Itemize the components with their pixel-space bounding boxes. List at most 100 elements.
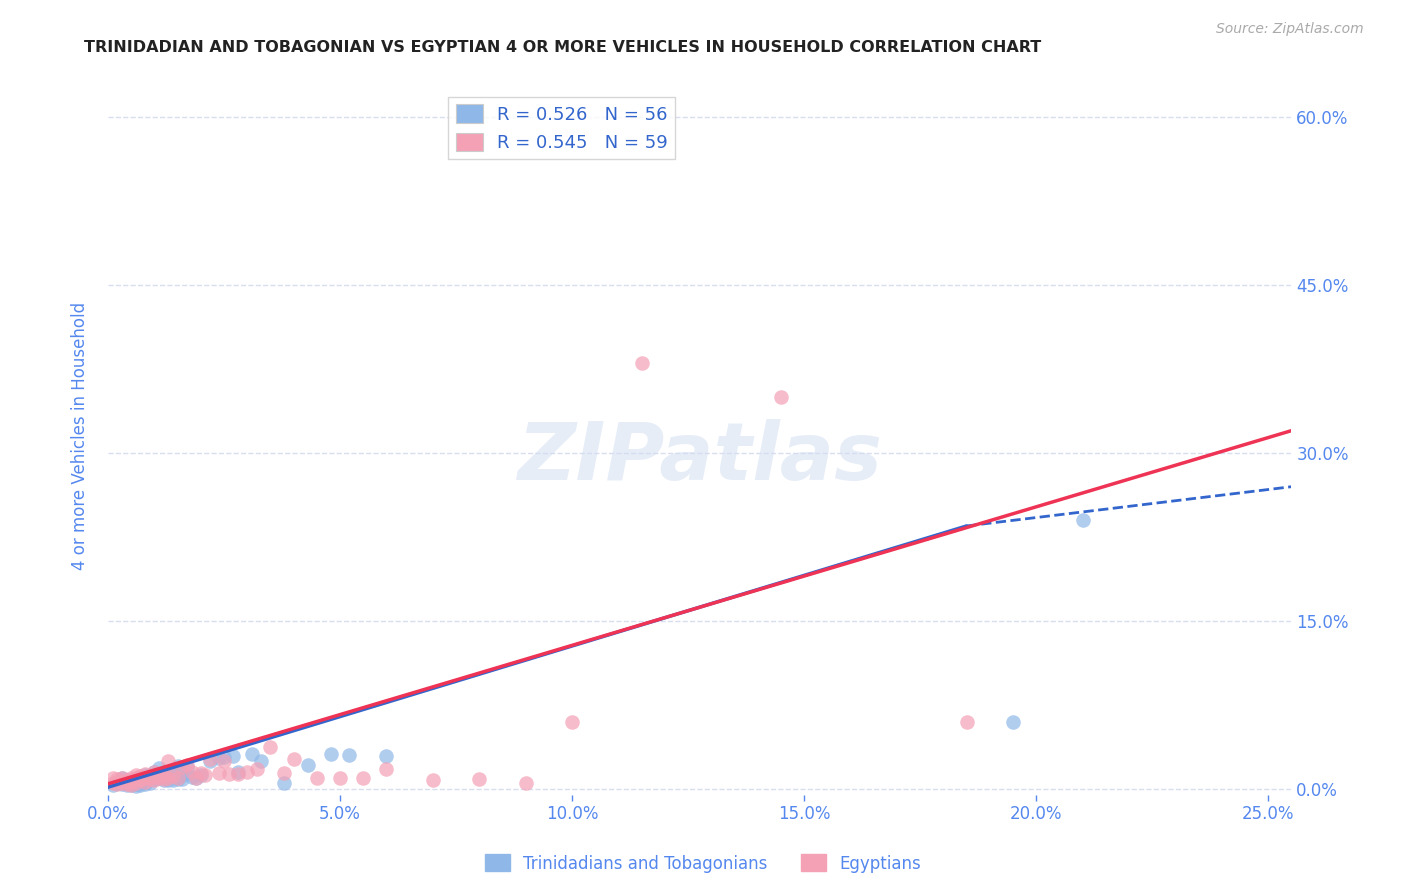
Point <box>148 771 170 785</box>
Point <box>143 769 166 783</box>
Point <box>422 773 444 788</box>
Point <box>375 762 398 776</box>
Point <box>115 774 138 789</box>
Point <box>134 766 156 780</box>
Point <box>190 765 212 780</box>
Point <box>283 752 305 766</box>
Point <box>157 769 180 783</box>
Point <box>186 771 208 785</box>
Point <box>125 779 148 793</box>
Point <box>115 773 138 788</box>
Point <box>125 775 148 789</box>
Point <box>115 777 138 791</box>
Point <box>166 759 188 773</box>
Point <box>115 778 138 792</box>
Point <box>129 778 152 792</box>
Point <box>208 751 231 765</box>
Point <box>134 772 156 787</box>
Point <box>120 778 142 792</box>
Point <box>166 771 188 785</box>
Point <box>134 768 156 782</box>
Point <box>129 770 152 784</box>
Point <box>152 773 174 788</box>
Point <box>212 750 235 764</box>
Point <box>134 774 156 789</box>
Point <box>198 755 221 769</box>
Point <box>120 774 142 789</box>
Point <box>148 766 170 780</box>
Point <box>212 755 235 769</box>
Point <box>630 356 652 370</box>
Point <box>139 775 162 789</box>
Point <box>139 768 162 782</box>
Point <box>120 771 142 785</box>
Point <box>190 768 212 782</box>
Point <box>101 778 124 792</box>
Point <box>101 771 124 785</box>
Point <box>226 766 249 780</box>
Point <box>105 772 128 787</box>
Point <box>561 715 583 730</box>
Point <box>120 775 142 789</box>
Point <box>226 764 249 779</box>
Point <box>236 764 259 779</box>
Point <box>245 762 267 776</box>
Point <box>143 772 166 787</box>
Point <box>162 769 184 783</box>
Point <box>129 775 152 789</box>
Point <box>468 772 491 787</box>
Legend: Trinidadians and Tobagonians, Egyptians: Trinidadians and Tobagonians, Egyptians <box>478 847 928 880</box>
Point <box>143 764 166 779</box>
Point <box>769 390 792 404</box>
Point <box>148 771 170 785</box>
Point <box>176 757 198 772</box>
Point <box>305 771 328 785</box>
Point <box>172 760 194 774</box>
Point <box>111 771 134 785</box>
Point <box>129 773 152 788</box>
Point <box>143 769 166 783</box>
Point <box>162 773 184 788</box>
Text: ZIPatlas: ZIPatlas <box>517 418 882 497</box>
Point <box>186 771 208 785</box>
Point <box>218 766 240 780</box>
Point <box>172 772 194 787</box>
Point <box>125 772 148 787</box>
Point <box>250 755 273 769</box>
Point <box>125 777 148 791</box>
Text: TRINIDADIAN AND TOBAGONIAN VS EGYPTIAN 4 OR MORE VEHICLES IN HOUSEHOLD CORRELATI: TRINIDADIAN AND TOBAGONIAN VS EGYPTIAN 4… <box>84 40 1042 55</box>
Point <box>134 771 156 785</box>
Point <box>105 777 128 791</box>
Point <box>194 768 217 782</box>
Point <box>129 769 152 783</box>
Point <box>375 748 398 763</box>
Point <box>273 765 295 780</box>
Point <box>157 755 180 769</box>
Point <box>139 769 162 783</box>
Point <box>162 765 184 780</box>
Point <box>515 775 537 789</box>
Point <box>352 771 374 785</box>
Point <box>157 773 180 788</box>
Point <box>143 773 166 788</box>
Point <box>148 768 170 782</box>
Point <box>101 775 124 789</box>
Point <box>139 771 162 785</box>
Point <box>1071 513 1094 527</box>
Point <box>143 764 166 779</box>
Point <box>148 761 170 775</box>
Point <box>111 777 134 791</box>
Point <box>111 771 134 785</box>
Point <box>337 747 360 762</box>
Point <box>157 771 180 785</box>
Point <box>180 770 202 784</box>
Point <box>152 768 174 782</box>
Point <box>955 715 977 730</box>
Point <box>297 757 319 772</box>
Point <box>152 768 174 782</box>
Point <box>319 747 342 761</box>
Point <box>166 772 188 787</box>
Point <box>222 748 245 763</box>
Point <box>129 773 152 788</box>
Point <box>180 764 202 779</box>
